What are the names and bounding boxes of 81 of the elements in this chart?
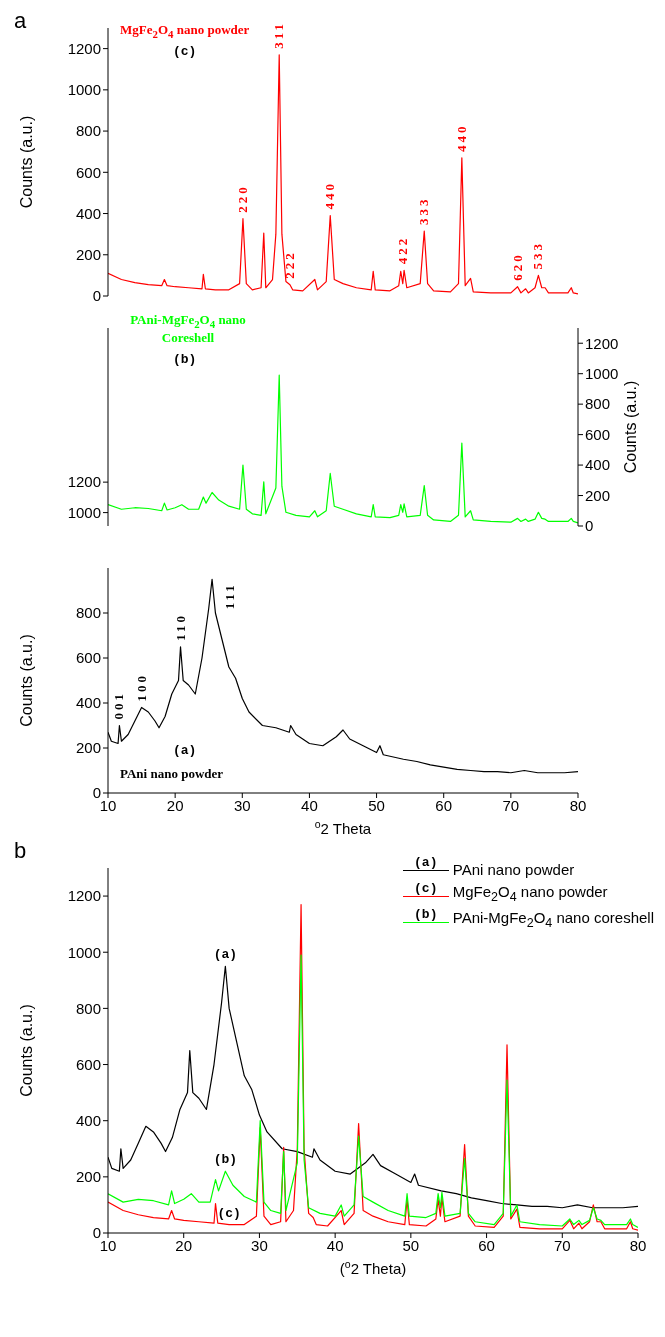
x-axis-title: ($^{o}$2 Theta) [339,1258,407,1277]
annotation: 110 [172,612,188,641]
legend-label: PAni nano powder [452,861,575,878]
y-tick-label: 800 [75,122,101,140]
legend-label: MgFe$_{2}$O$_{4}$ nano powder [452,883,608,904]
y2-tick-label: 1000 [585,365,619,383]
x-tick-label: 40 [301,796,318,814]
y-tick-label: 1000 [67,81,101,99]
y-tick-label: 1200 [67,887,101,905]
x-tick-label: 10 [99,1236,117,1254]
y-tick-label: 400 [75,1112,101,1130]
annotation: (a) [414,855,438,870]
annotation: 220 [234,184,250,213]
y2-axis-title: Counts (a.u.) [622,380,639,474]
y-tick-label: 400 [75,204,101,222]
x-tick-label: 80 [629,1236,647,1254]
y-tick-label: 600 [75,163,101,181]
annotation: (b) [414,907,438,922]
annotation: 111 [222,582,238,610]
annotation: MgFe$_{2}$O$_{4}$ nano powder [120,22,250,40]
x-tick-label: 30 [251,1236,268,1254]
annotation: PAni-MgFe$_{2}$O$_{4}$ nano Coreshell [129,312,247,346]
annotation: 001 [111,691,127,720]
annotation: (a) [173,743,197,758]
y-tick-label: 1000 [67,943,101,961]
y2-tick-label: 400 [585,456,611,474]
line-series [108,374,578,524]
chart-title: a [14,8,27,34]
y-tick-label: 200 [75,1168,101,1186]
annotation: 620 [509,252,525,281]
annotation: 422 [394,235,410,265]
y2-tick-label: 200 [585,486,611,504]
y-tick-label: 600 [75,649,101,667]
x-tick-label: 70 [502,796,520,814]
x-tick-label: 40 [326,1236,344,1254]
y-tick-label: 800 [75,999,101,1017]
annotation: 533 [530,240,546,270]
x-tick-label: 20 [166,796,184,814]
x-tick-label: 20 [175,1236,193,1254]
annotation: (b) [173,352,197,367]
y-tick-label: 0 [92,1224,101,1242]
annotation: (c) [173,44,197,59]
x-tick-label: 50 [402,1236,420,1254]
y-axis-title: Counts (a.u.) [18,1004,35,1097]
y-tick-label: 0 [92,784,101,802]
y-axis-title: Counts (a.u.) [18,115,35,209]
y-tick-label: 1000 [67,503,101,521]
annotation: 440 [453,123,469,152]
y2-tick-label: 600 [585,425,611,443]
annotation: PAni nano powder [120,766,224,782]
chart-title: b [14,838,27,864]
y2-tick-label: 0 [585,517,594,535]
legend-label: PAni-MgFe$_{2}$O$_{4}$ nano coreshell [452,909,654,930]
y-axis-title: Counts (a.u.) [18,634,35,727]
x-tick-label: 30 [233,796,251,814]
annotation: 333 [416,196,432,226]
y-tick-label: 600 [75,1055,101,1073]
x-tick-label: 60 [478,1236,495,1254]
y-tick-label: 0 [92,287,101,305]
x-tick-label: 70 [553,1236,571,1254]
annotation: 311 [271,21,287,49]
y-tick-label: 800 [75,604,101,622]
annotation: (b) [213,1152,238,1168]
y2-tick-label: 800 [585,395,611,413]
annotation: 100 [133,673,149,702]
annotation: 440 [322,181,338,210]
annotation: 222 [281,250,297,279]
x-tick-label: 60 [435,796,453,814]
y-tick-label: 400 [75,694,101,712]
annotation: (a) [213,947,238,963]
annotation: (c) [217,1205,241,1221]
x-axis-title: $^{o}$2 Theta [314,818,372,837]
annotation: (c) [414,881,438,896]
y-tick-label: 1200 [67,473,101,491]
x-tick-label: 50 [368,796,385,814]
y2-tick-label: 1200 [585,334,619,352]
y-tick-label: 1200 [67,39,101,57]
x-tick-label: 80 [569,796,587,814]
y-tick-label: 200 [75,246,101,264]
x-tick-label: 10 [99,796,117,814]
y-tick-label: 200 [75,739,101,757]
